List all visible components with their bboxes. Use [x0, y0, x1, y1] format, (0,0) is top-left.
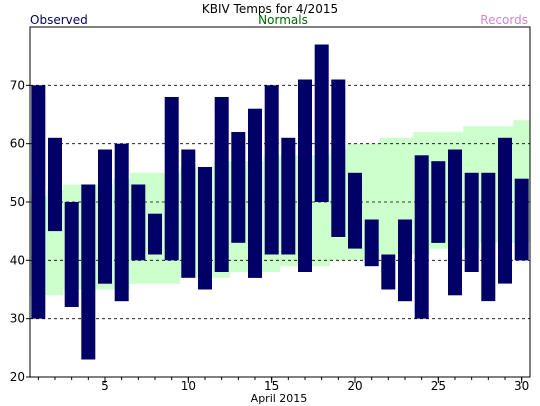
gridlines: [30, 84, 530, 320]
observed-bar-day-12: [214, 97, 229, 272]
x-tick-label: 10: [181, 379, 196, 393]
observed-bar-day-8: [148, 213, 162, 255]
observed-bar-day-11: [198, 167, 212, 290]
observed-bar-day-23: [398, 219, 412, 302]
observed-bar-day-19: [331, 79, 346, 237]
legend-records: Records: [480, 13, 528, 27]
observed-bar-day-18: [314, 44, 329, 202]
x-tick-label: 20: [347, 379, 362, 393]
legend-normals: Normals: [258, 13, 308, 27]
observed-bar-day-6: [114, 143, 129, 302]
observed-bar-day-16: [281, 137, 296, 255]
observed-bar-day-29: [498, 137, 512, 284]
observed-bar-day-28: [481, 172, 496, 302]
observed-bar-day-5: [98, 149, 112, 284]
x-tick-label: 30: [514, 379, 529, 393]
x-axis-label: April 2015: [251, 392, 308, 405]
observed-bar-day-27: [464, 172, 479, 272]
y-tick-label: 20: [10, 370, 25, 384]
y-tick-label: 40: [10, 253, 25, 267]
observed-bar-day-15: [264, 85, 279, 255]
y-tick-label: 50: [10, 195, 25, 209]
observed-bar-day-20: [348, 172, 362, 249]
legend-observed: Observed: [30, 13, 88, 27]
observed-bar-day-30: [514, 178, 529, 261]
observed-bar-day-9: [164, 97, 179, 261]
axes: 20 30 40 50 60 70 5 10 15 20 25 30: [10, 26, 531, 393]
x-tick-label: 15: [264, 379, 279, 393]
observed-bar-day-21: [364, 219, 379, 267]
observed-bar-day-7: [131, 184, 146, 261]
observed-bar-day-25: [431, 161, 446, 243]
observed-bar-day-2: [48, 137, 62, 232]
observed-bar-day-26: [448, 149, 462, 296]
y-tick-label: 70: [10, 78, 25, 92]
chart-title: KBIV Temps for 4/2015: [202, 2, 338, 16]
y-tick-label: 60: [10, 137, 25, 151]
observed-bar-day-14: [248, 108, 262, 278]
x-tick-label: 5: [101, 379, 109, 393]
observed-bar-day-24: [414, 155, 429, 319]
observed-bar-day-1: [31, 85, 46, 319]
observed-bar-day-17: [298, 79, 312, 272]
observed-bar-day-22: [381, 254, 396, 290]
y-tick-label: 30: [10, 312, 25, 326]
x-tick-label: 25: [431, 379, 446, 393]
observed-bars: [31, 44, 529, 360]
observed-bar-day-3: [64, 202, 79, 307]
observed-bar-day-10: [181, 149, 196, 278]
observed-bar-day-4: [81, 184, 96, 360]
observed-bar-day-13: [231, 132, 246, 243]
